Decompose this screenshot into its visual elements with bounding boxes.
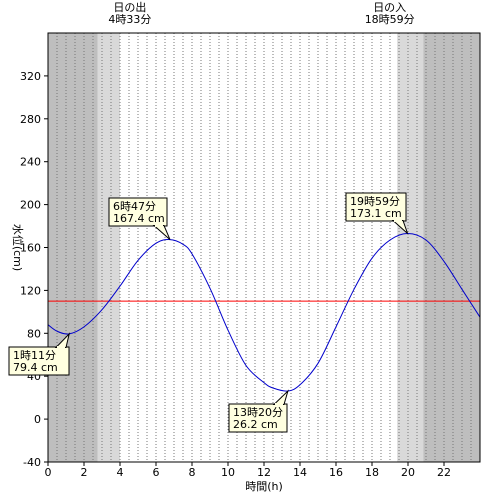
- y-axis-title: 水位(cm): [11, 224, 25, 271]
- sunset-label: 日の入: [373, 1, 406, 14]
- callout-value: 26.2 cm: [233, 418, 278, 431]
- callout-pointer: [272, 389, 289, 405]
- x-tick-label: 2: [81, 466, 88, 479]
- y-tick-label: 80: [27, 327, 41, 340]
- y-tick-label: 280: [20, 113, 41, 126]
- x-tick-label: 18: [365, 466, 379, 479]
- x-axis: 0 2 4 6 8 10 12 14 16 18 20 22: [45, 462, 451, 479]
- x-axis-title: 時間(h): [245, 480, 283, 493]
- x-tick-label: 12: [257, 466, 271, 479]
- y-tick-label: 120: [20, 284, 41, 297]
- sunrise-label: 日の出: [113, 0, 146, 14]
- dusk-twilight-band: [397, 33, 424, 462]
- callout-time: 6時47分: [113, 200, 156, 213]
- night-band-morning: [48, 33, 98, 462]
- dawn-twilight-band: [97, 33, 120, 462]
- x-tick-label: 6: [153, 466, 160, 479]
- callout-time: 1時11分: [13, 349, 56, 362]
- callout-value: 173.1 cm: [350, 207, 402, 220]
- sunset-time: 18時59分: [365, 13, 415, 26]
- x-tick-label: 20: [401, 466, 415, 479]
- x-tick-label: 0: [45, 466, 52, 479]
- callout-time: 13時20分: [233, 406, 283, 419]
- x-tick-label: 16: [329, 466, 343, 479]
- vertical-grid: [56, 33, 472, 462]
- y-tick-label: -40: [23, 456, 41, 469]
- callout-value: 79.4 cm: [13, 361, 58, 374]
- shading-layer: [48, 33, 480, 462]
- sunrise-time: 4時33分: [108, 13, 151, 26]
- y-tick-label: 200: [20, 199, 41, 212]
- x-tick-label: 4: [117, 466, 124, 479]
- callout-box: [8, 346, 70, 376]
- y-tick-label: 0: [34, 413, 41, 426]
- callout-box: [108, 197, 168, 227]
- callout-box: [345, 192, 407, 222]
- y-tick-label: 240: [20, 156, 41, 169]
- night-band-evening: [423, 33, 480, 462]
- callout-box: [228, 403, 288, 433]
- x-tick-label: 8: [189, 466, 196, 479]
- y-tick-label: 320: [20, 70, 41, 83]
- callout-value: 167.4 cm: [113, 212, 165, 225]
- y-tick-label: 160: [20, 242, 41, 255]
- tide-series-line: [47, 232, 481, 392]
- x-tick-label: 14: [293, 466, 307, 479]
- x-tick-label: 10: [221, 466, 235, 479]
- callout-time: 19時59分: [350, 195, 400, 208]
- x-tick-label: 22: [437, 466, 451, 479]
- plot-frame: [47, 32, 481, 463]
